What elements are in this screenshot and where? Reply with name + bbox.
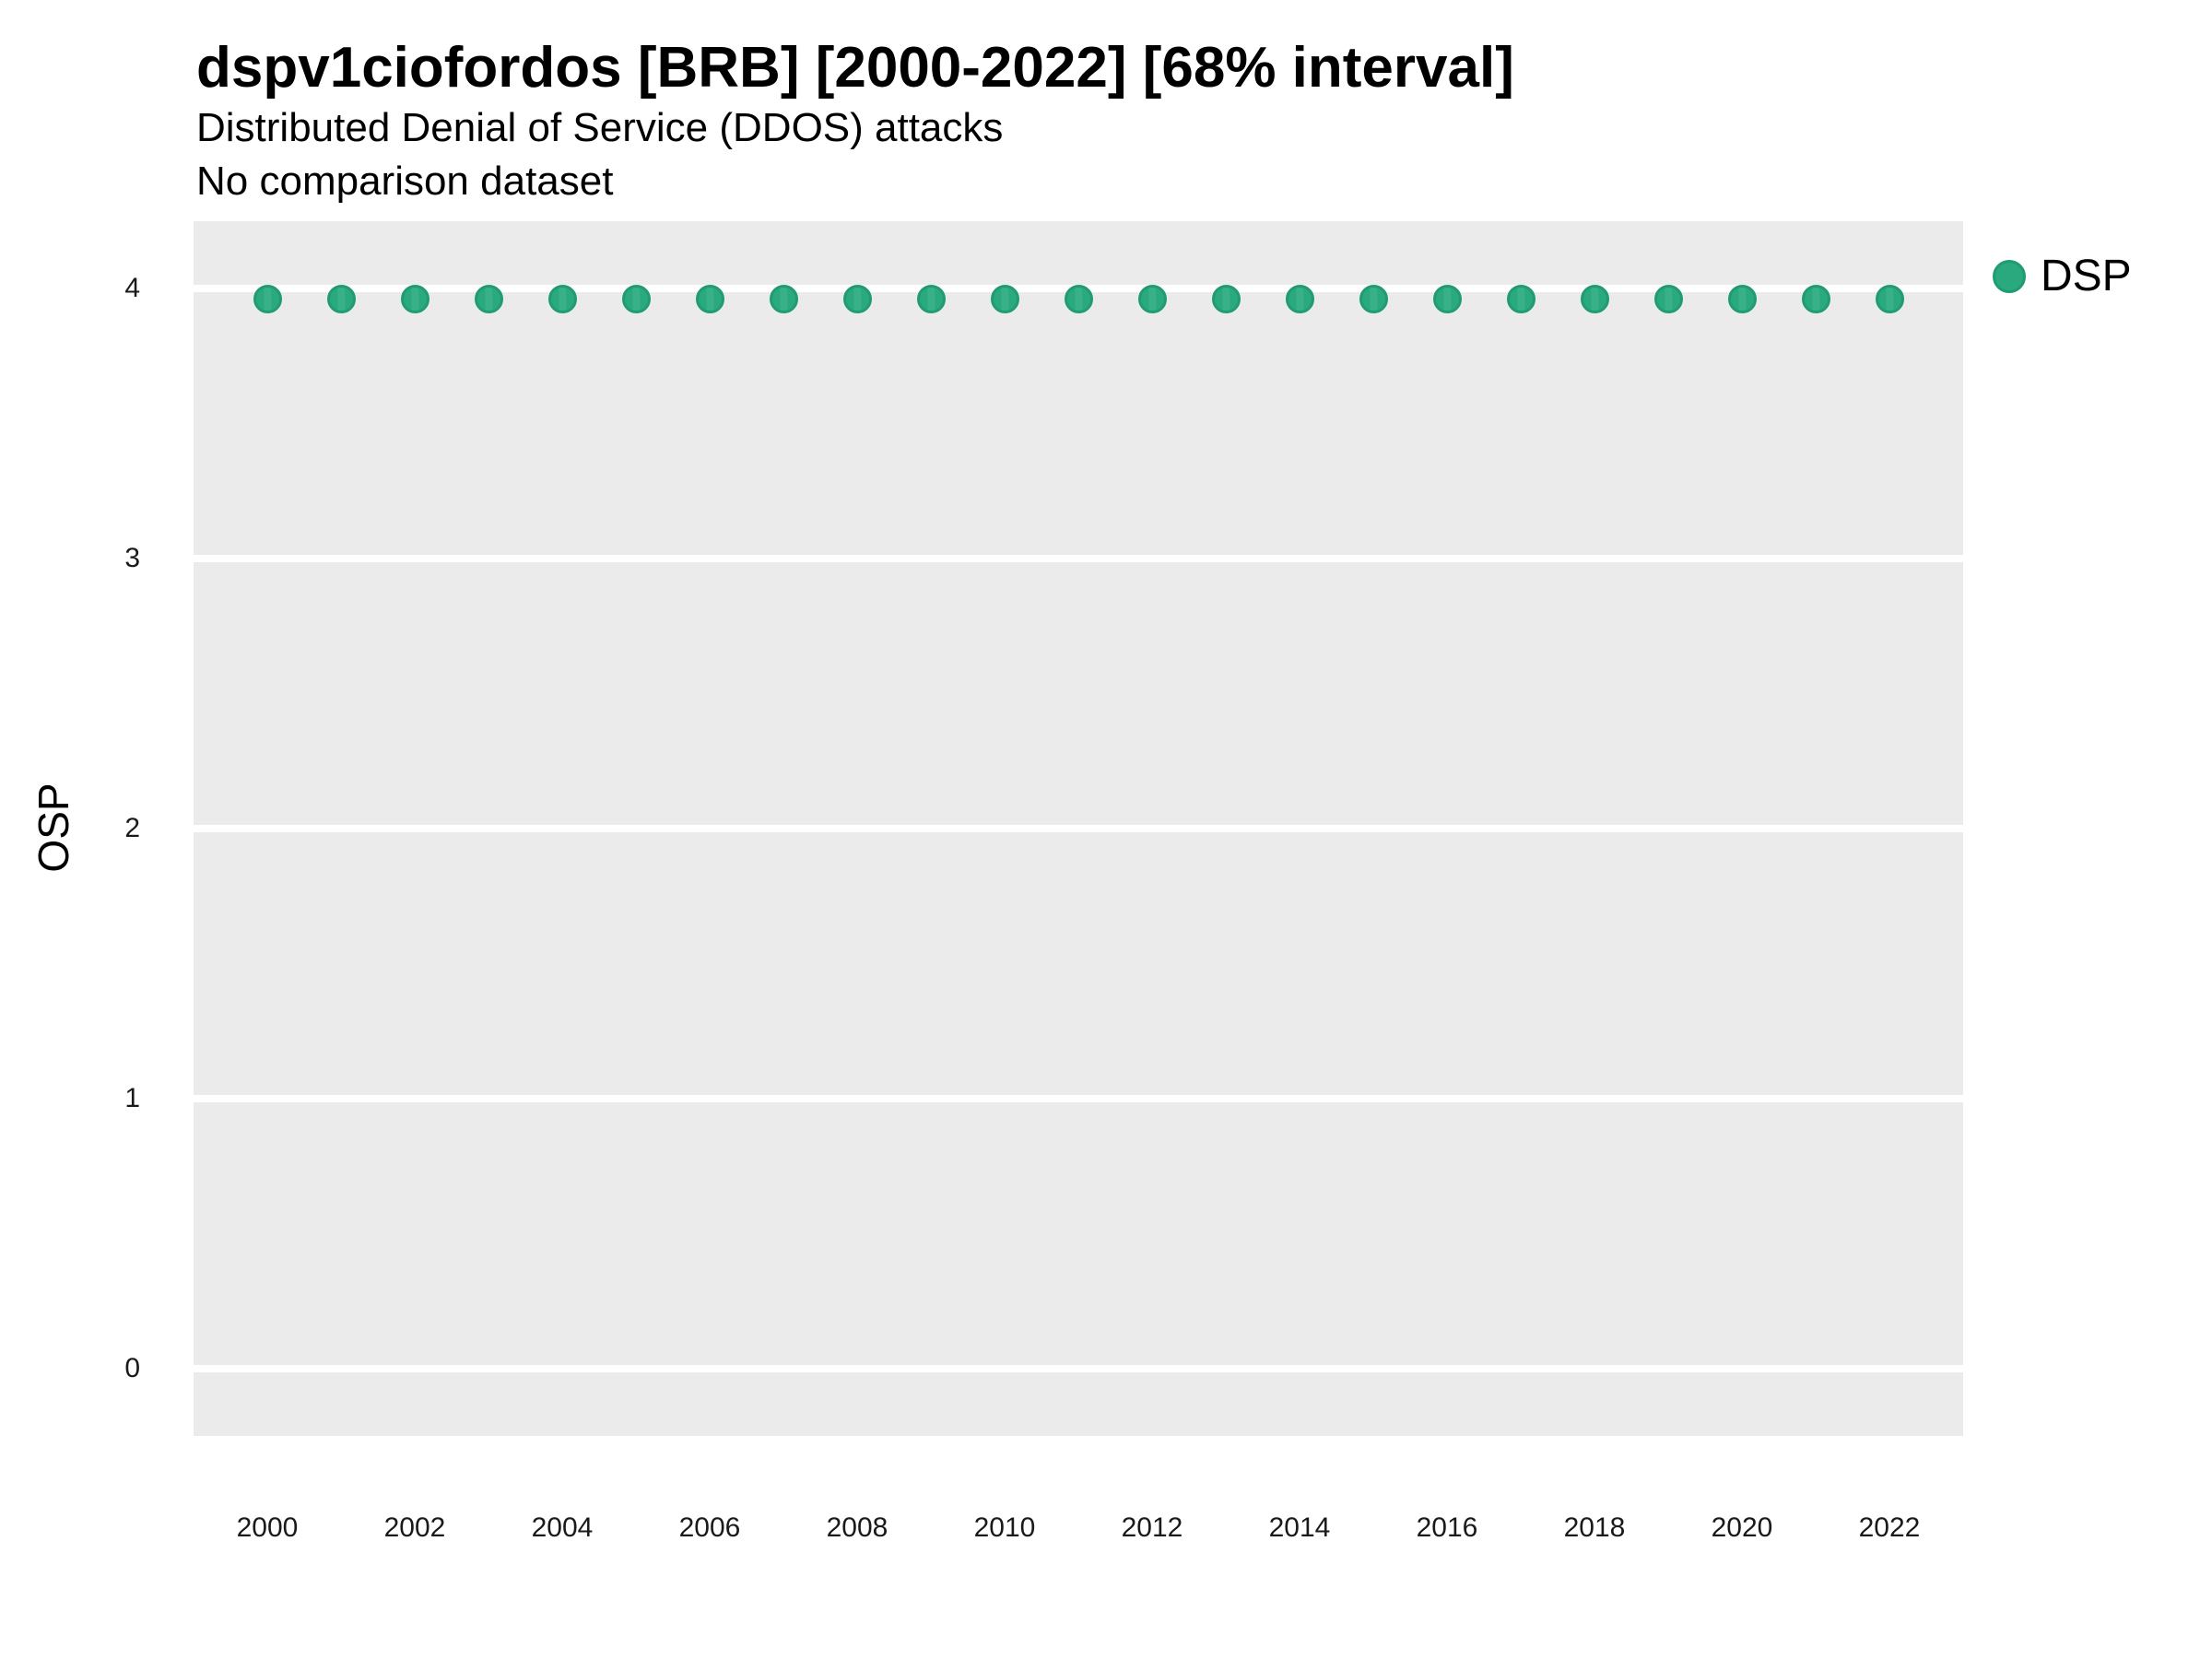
gridline-y-2 [194, 825, 1963, 832]
data-point-DSP-2007 [769, 285, 798, 314]
data-point-DSP-2012 [1137, 285, 1167, 314]
x-tick-label-2016: 2016 [1416, 1512, 1478, 1543]
data-point-DSP-2010 [990, 285, 1019, 314]
legend-marker-dot-icon [1993, 260, 2026, 293]
x-tick-label-2010: 2010 [973, 1512, 1036, 1543]
x-tick-label-2004: 2004 [531, 1512, 594, 1543]
y-tick-label-3: 3 [124, 543, 140, 574]
y-tick-label-2: 2 [124, 813, 140, 843]
x-tick-label-2014: 2014 [1268, 1512, 1331, 1543]
data-point-DSP-2013 [1211, 285, 1241, 314]
data-point-DSP-2001 [326, 285, 356, 314]
data-point-DSP-2016 [1432, 285, 1462, 314]
plot-area [194, 221, 1963, 1436]
comparison-note: No comparison dataset [196, 159, 614, 204]
chart-subtitle: Distributed Denial of Service (DDOS) att… [196, 105, 1004, 150]
data-point-DSP-2004 [547, 285, 577, 314]
data-point-DSP-2019 [1653, 285, 1683, 314]
data-point-DSP-2017 [1506, 285, 1535, 314]
data-point-DSP-2002 [400, 285, 429, 314]
data-point-DSP-2009 [916, 285, 946, 314]
data-point-DSP-2000 [253, 285, 282, 314]
gridline-y-3 [194, 555, 1963, 563]
x-tick-label-2000: 2000 [236, 1512, 299, 1543]
data-point-DSP-2005 [621, 285, 651, 314]
legend-item-label: DSP [2041, 252, 2132, 300]
y-tick-label-0: 0 [124, 1352, 140, 1383]
x-tick-label-2020: 2020 [1711, 1512, 1773, 1543]
gridline-y-0 [194, 1364, 1963, 1372]
legend: DSP [1993, 254, 2132, 299]
x-tick-label-2006: 2006 [678, 1512, 741, 1543]
data-point-DSP-2003 [474, 285, 503, 314]
data-point-DSP-2008 [842, 285, 872, 314]
gridline-y-1 [194, 1094, 1963, 1102]
x-tick-label-2022: 2022 [1858, 1512, 1921, 1543]
data-point-DSP-2006 [695, 285, 724, 314]
x-tick-label-2008: 2008 [826, 1512, 888, 1543]
data-point-DSP-2022 [1875, 285, 1904, 314]
x-tick-label-2002: 2002 [383, 1512, 446, 1543]
data-point-DSP-2014 [1285, 285, 1314, 314]
y-tick-label-1: 1 [124, 1082, 140, 1113]
x-tick-label-2018: 2018 [1563, 1512, 1626, 1543]
data-point-DSP-2015 [1359, 285, 1388, 314]
y-tick-label-4: 4 [124, 273, 140, 304]
data-point-DSP-2011 [1064, 285, 1093, 314]
x-tick-label-2012: 2012 [1121, 1512, 1183, 1543]
data-point-DSP-2020 [1727, 285, 1757, 314]
chart-title: dspv1ciofordos [BRB] [2000-2022] [68% in… [196, 36, 1514, 100]
data-point-DSP-2018 [1580, 285, 1609, 314]
y-axis-title: OSP [29, 782, 77, 873]
data-point-DSP-2021 [1801, 285, 1830, 314]
